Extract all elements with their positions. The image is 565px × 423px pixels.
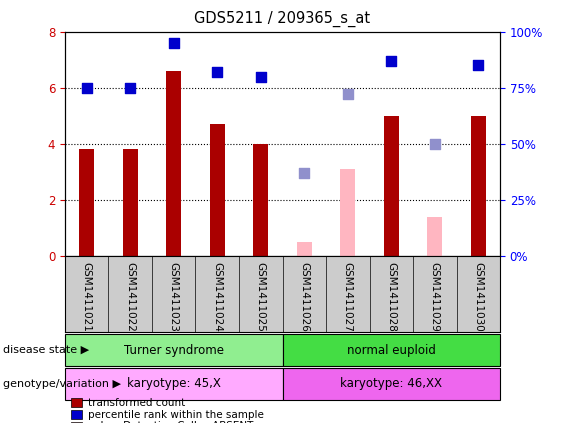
Point [126, 85, 135, 91]
Text: normal euploid: normal euploid [347, 343, 436, 357]
Point [343, 91, 353, 98]
Text: transformed count: transformed count [88, 398, 185, 408]
Bar [210, 124, 225, 256]
Text: GSM1411029: GSM1411029 [430, 262, 440, 332]
Text: GSM1411030: GSM1411030 [473, 262, 483, 332]
Point [212, 69, 221, 75]
Point [170, 39, 179, 46]
Bar [427, 217, 442, 256]
Bar [253, 144, 268, 256]
Bar [65, 368, 282, 400]
Bar [297, 242, 312, 256]
Text: GSM1411025: GSM1411025 [256, 262, 266, 332]
Text: value, Detection Call = ABSENT: value, Detection Call = ABSENT [88, 421, 253, 423]
Text: GSM1411023: GSM1411023 [169, 262, 179, 332]
Point [82, 85, 92, 91]
Text: GSM1411024: GSM1411024 [212, 262, 222, 332]
Text: genotype/variation ▶: genotype/variation ▶ [3, 379, 121, 389]
Bar [79, 149, 94, 256]
Text: GSM1411021: GSM1411021 [82, 262, 92, 332]
Text: GSM1411022: GSM1411022 [125, 262, 135, 332]
Bar [340, 169, 355, 256]
Text: GSM1411026: GSM1411026 [299, 262, 309, 332]
Point [386, 58, 396, 64]
Bar [282, 368, 500, 400]
Bar [65, 334, 282, 366]
Point [299, 170, 308, 176]
Text: karyotype: 46,XX: karyotype: 46,XX [340, 377, 442, 390]
Bar [166, 71, 181, 256]
Text: karyotype: 45,X: karyotype: 45,X [127, 377, 221, 390]
Bar [471, 116, 486, 256]
Text: GSM1411027: GSM1411027 [343, 262, 353, 332]
Point [431, 140, 440, 147]
Text: disease state ▶: disease state ▶ [3, 345, 89, 355]
Text: GSM1411028: GSM1411028 [386, 262, 396, 332]
Bar [282, 334, 500, 366]
Point [257, 73, 266, 80]
Text: Turner syndrome: Turner syndrome [124, 343, 224, 357]
Text: GDS5211 / 209365_s_at: GDS5211 / 209365_s_at [194, 11, 371, 27]
Bar [384, 116, 399, 256]
Text: percentile rank within the sample: percentile rank within the sample [88, 409, 263, 420]
Point [473, 62, 483, 69]
Bar [123, 149, 138, 256]
